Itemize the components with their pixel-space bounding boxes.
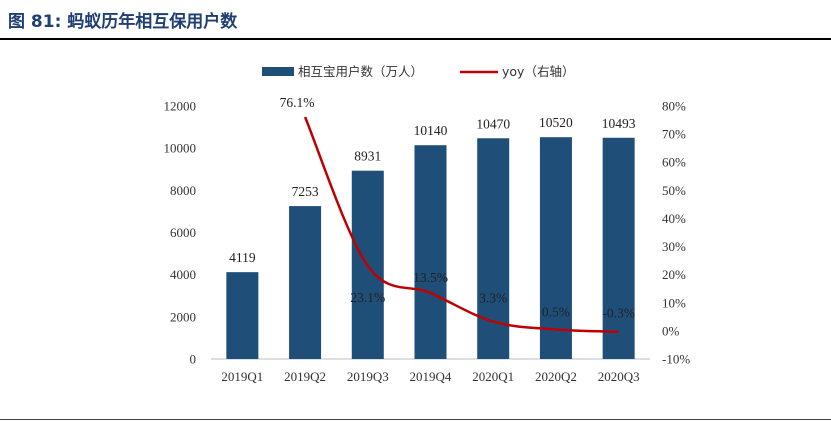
- line-data-labels: 76.1% 23.1% 13.5% 3.3% 0.5% -0.3%: [280, 95, 635, 321]
- y-right-tick-label: 70%: [662, 127, 686, 142]
- bar: [226, 272, 259, 359]
- y-left-tick-label: 0: [190, 352, 197, 367]
- bar-data-label: 8931: [354, 149, 381, 164]
- bar-series: [226, 137, 635, 359]
- y-right-tick-label: 80%: [662, 99, 686, 114]
- bar-data-label: 10470: [476, 116, 510, 131]
- line-data-label: -0.3%: [602, 306, 635, 321]
- y-right-tick-label: 0%: [662, 323, 680, 338]
- y-left-tick-label: 2000: [170, 309, 196, 324]
- bar-data-label: 10520: [539, 115, 573, 130]
- line-data-label: 76.1%: [280, 95, 315, 110]
- y-left-tick-label: 4000: [170, 267, 196, 282]
- line-data-label: 23.1%: [350, 290, 385, 305]
- y-left-tick-label: 6000: [170, 225, 196, 240]
- bar: [477, 138, 510, 359]
- x-tick-label: 2020Q2: [535, 369, 577, 384]
- y-right-tick-label: 10%: [662, 295, 686, 310]
- x-tick-label: 2019Q2: [284, 369, 326, 384]
- line-data-label: 0.5%: [542, 304, 570, 319]
- title-rule: [0, 38, 831, 40]
- x-tick-labels: 2019Q1 2019Q2 2019Q3 2019Q4 2020Q1 2020Q2 2020…: [221, 369, 639, 384]
- x-tick-label: 2019Q3: [347, 369, 389, 384]
- right-axis: -10% 0% 10% 20% 30% 40% 50% 60% 70% 80%: [662, 99, 690, 367]
- bottom-rule: [0, 419, 831, 420]
- bar-data-label: 7253: [292, 184, 319, 199]
- legend-swatch-bar: [262, 67, 294, 76]
- left-axis: 0 2000 4000 6000 8000 10000 12000: [164, 99, 197, 367]
- y-right-tick-label: 40%: [662, 211, 686, 226]
- bar-data-labels: 4119 7253 8931 10140 10470 10520 10493: [229, 115, 636, 265]
- bar: [414, 145, 447, 359]
- legend-label-line: yoy（右轴）: [502, 64, 574, 79]
- y-right-tick-label: 60%: [662, 155, 686, 170]
- bar-data-label: 4119: [229, 250, 256, 265]
- y-right-tick-label: 30%: [662, 239, 686, 254]
- line-data-label: 3.3%: [479, 291, 507, 306]
- bar: [289, 206, 322, 359]
- bar-data-label: 10493: [602, 116, 636, 131]
- y-right-tick-label: -10%: [662, 352, 690, 367]
- x-tick-label: 2019Q1: [221, 369, 263, 384]
- x-tick-label: 2020Q3: [598, 369, 640, 384]
- legend: 相互宝用户数（万人） yoy（右轴）: [262, 64, 574, 79]
- y-right-tick-label: 50%: [662, 183, 686, 198]
- figure-title: 图 81: 蚂蚁历年相互保用户数: [8, 12, 238, 32]
- x-tick-label: 2019Q4: [410, 369, 452, 384]
- y-left-tick-label: 10000: [164, 141, 197, 156]
- bar-data-label: 10140: [414, 123, 448, 138]
- legend-label-bar: 相互宝用户数（万人）: [298, 64, 423, 79]
- bar: [539, 137, 572, 359]
- y-left-tick-label: 12000: [164, 99, 197, 114]
- y-left-tick-label: 8000: [170, 183, 196, 198]
- yoy-line: [303, 116, 619, 333]
- line-data-label: 13.5%: [413, 270, 448, 285]
- bar: [602, 137, 635, 359]
- y-right-tick-label: 20%: [662, 267, 686, 282]
- x-tick-label: 2020Q1: [472, 369, 514, 384]
